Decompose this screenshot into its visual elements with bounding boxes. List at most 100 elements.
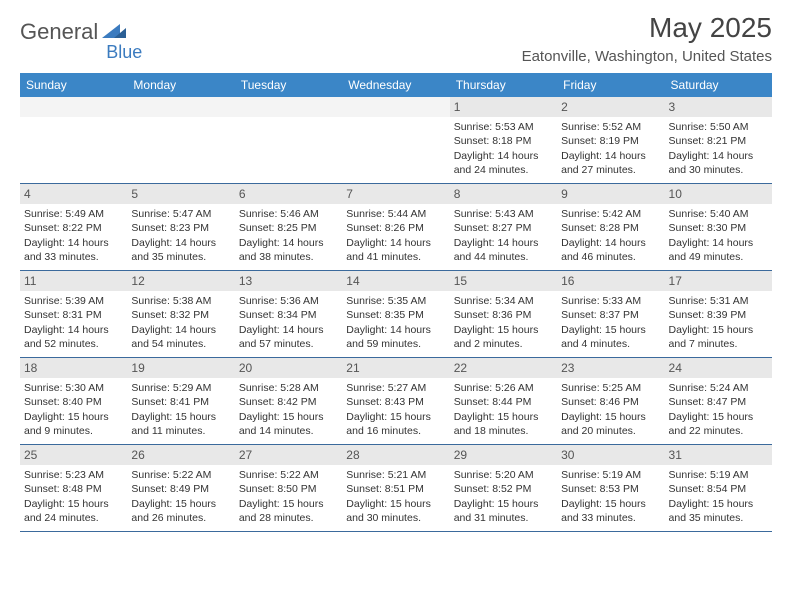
day-cell: 6Sunrise: 5:46 AMSunset: 8:25 PMDaylight… bbox=[235, 184, 342, 270]
sunrise-line: Sunrise: 5:19 AM bbox=[561, 468, 660, 482]
sunset-line: Sunset: 8:54 PM bbox=[669, 482, 768, 496]
sunrise-line: Sunrise: 5:46 AM bbox=[239, 207, 338, 221]
sunrise-line: Sunrise: 5:52 AM bbox=[561, 120, 660, 134]
sunset-line: Sunset: 8:53 PM bbox=[561, 482, 660, 496]
sunrise-line: Sunrise: 5:49 AM bbox=[24, 207, 123, 221]
title-block: May 2025 Eatonville, Washington, United … bbox=[522, 12, 772, 65]
week-row: 25Sunrise: 5:23 AMSunset: 8:48 PMDayligh… bbox=[20, 445, 772, 532]
sunrise-line: Sunrise: 5:33 AM bbox=[561, 294, 660, 308]
daylight-line: Daylight: 15 hours and 11 minutes. bbox=[131, 410, 230, 438]
day-cell bbox=[235, 97, 342, 183]
weekday-header-cell: Wednesday bbox=[342, 73, 449, 97]
weekday-header-row: SundayMondayTuesdayWednesdayThursdayFrid… bbox=[20, 73, 772, 97]
day-number-bar bbox=[127, 97, 234, 117]
day-number: 11 bbox=[20, 271, 127, 291]
weekday-header-cell: Sunday bbox=[20, 73, 127, 97]
day-number: 18 bbox=[20, 358, 127, 378]
sunset-line: Sunset: 8:35 PM bbox=[346, 308, 445, 322]
sunset-line: Sunset: 8:50 PM bbox=[239, 482, 338, 496]
day-cell: 2Sunrise: 5:52 AMSunset: 8:19 PMDaylight… bbox=[557, 97, 664, 183]
day-cell: 20Sunrise: 5:28 AMSunset: 8:42 PMDayligh… bbox=[235, 358, 342, 444]
sunset-line: Sunset: 8:19 PM bbox=[561, 134, 660, 148]
sunrise-line: Sunrise: 5:47 AM bbox=[131, 207, 230, 221]
sunset-line: Sunset: 8:30 PM bbox=[669, 221, 768, 235]
daylight-line: Daylight: 14 hours and 41 minutes. bbox=[346, 236, 445, 264]
daylight-line: Daylight: 15 hours and 7 minutes. bbox=[669, 323, 768, 351]
sunset-line: Sunset: 8:32 PM bbox=[131, 308, 230, 322]
day-cell: 1Sunrise: 5:53 AMSunset: 8:18 PMDaylight… bbox=[450, 97, 557, 183]
day-cell: 8 Sunrise: 5:43 AMSunset: 8:27 PMDaylight… bbox=[450, 184, 557, 270]
sunset-line: Sunset: 8:21 PM bbox=[669, 134, 768, 148]
sunrise-line: Sunrise: 5:44 AM bbox=[346, 207, 445, 221]
sunset-line: Sunset: 8:26 PM bbox=[346, 221, 445, 235]
day-cell: 10 Sunrise: 5:40 AMSunset: 8:30 PMDayligh… bbox=[665, 184, 772, 270]
sunset-line: Sunset: 8:51 PM bbox=[346, 482, 445, 496]
weekday-header-cell: Saturday bbox=[665, 73, 772, 97]
day-number: 9 bbox=[557, 184, 664, 204]
day-cell: 5Sunrise: 5:47 AMSunset: 8:23 PMDaylight… bbox=[127, 184, 234, 270]
sunset-line: Sunset: 8:49 PM bbox=[131, 482, 230, 496]
sunset-line: Sunset: 8:36 PM bbox=[454, 308, 553, 322]
day-number-bar bbox=[342, 97, 449, 117]
weekday-header-cell: Tuesday bbox=[235, 73, 342, 97]
sunrise-line: Sunrise: 5:21 AM bbox=[346, 468, 445, 482]
day-cell: 14Sunrise: 5:35 AMSunset: 8:35 PMDayligh… bbox=[342, 271, 449, 357]
sunset-line: Sunset: 8:25 PM bbox=[239, 221, 338, 235]
daylight-line: Daylight: 14 hours and 57 minutes. bbox=[239, 323, 338, 351]
day-number: 8 bbox=[450, 184, 557, 204]
sunrise-line: Sunrise: 5:43 AM bbox=[454, 207, 553, 221]
daylight-line: Daylight: 15 hours and 33 minutes. bbox=[561, 497, 660, 525]
sunrise-line: Sunrise: 5:30 AM bbox=[24, 381, 123, 395]
day-number: 7 bbox=[342, 184, 449, 204]
day-number: 25 bbox=[20, 445, 127, 465]
day-cell: 21Sunrise: 5:27 AMSunset: 8:43 PMDayligh… bbox=[342, 358, 449, 444]
day-cell: 30 Sunrise: 5:19 AMSunset: 8:53 PMDayligh… bbox=[557, 445, 664, 531]
day-number: 12 bbox=[127, 271, 234, 291]
day-number: 31 bbox=[665, 445, 772, 465]
day-number: 30 bbox=[557, 445, 664, 465]
day-number: 4 bbox=[20, 184, 127, 204]
sunrise-line: Sunrise: 5:29 AM bbox=[131, 381, 230, 395]
sunset-line: Sunset: 8:47 PM bbox=[669, 395, 768, 409]
daylight-line: Daylight: 15 hours and 20 minutes. bbox=[561, 410, 660, 438]
sunset-line: Sunset: 8:27 PM bbox=[454, 221, 553, 235]
day-number: 17 bbox=[665, 271, 772, 291]
daylight-line: Daylight: 14 hours and 52 minutes. bbox=[24, 323, 123, 351]
day-number: 28 bbox=[342, 445, 449, 465]
weekday-header-cell: Thursday bbox=[450, 73, 557, 97]
sunset-line: Sunset: 8:48 PM bbox=[24, 482, 123, 496]
brand-name-2: Blue bbox=[106, 42, 142, 63]
sunrise-line: Sunrise: 5:40 AM bbox=[669, 207, 768, 221]
sunset-line: Sunset: 8:28 PM bbox=[561, 221, 660, 235]
day-number: 10 bbox=[665, 184, 772, 204]
day-number: 19 bbox=[127, 358, 234, 378]
sunset-line: Sunset: 8:37 PM bbox=[561, 308, 660, 322]
daylight-line: Daylight: 14 hours and 49 minutes. bbox=[669, 236, 768, 264]
daylight-line: Daylight: 15 hours and 22 minutes. bbox=[669, 410, 768, 438]
day-cell: 27Sunrise: 5:22 AMSunset: 8:50 PMDayligh… bbox=[235, 445, 342, 531]
sunrise-line: Sunrise: 5:31 AM bbox=[669, 294, 768, 308]
brand-name-1: General bbox=[20, 19, 98, 45]
daylight-line: Daylight: 14 hours and 59 minutes. bbox=[346, 323, 445, 351]
day-cell bbox=[127, 97, 234, 183]
sunset-line: Sunset: 8:43 PM bbox=[346, 395, 445, 409]
day-number: 22 bbox=[450, 358, 557, 378]
day-cell: 13Sunrise: 5:36 AMSunset: 8:34 PMDayligh… bbox=[235, 271, 342, 357]
sunset-line: Sunset: 8:42 PM bbox=[239, 395, 338, 409]
daylight-line: Daylight: 14 hours and 24 minutes. bbox=[454, 149, 553, 177]
daylight-line: Daylight: 14 hours and 33 minutes. bbox=[24, 236, 123, 264]
day-cell: 7 Sunrise: 5:44 AMSunset: 8:26 PMDaylight… bbox=[342, 184, 449, 270]
day-number-bar bbox=[20, 97, 127, 117]
day-number: 24 bbox=[665, 358, 772, 378]
sunset-line: Sunset: 8:18 PM bbox=[454, 134, 553, 148]
day-number: 26 bbox=[127, 445, 234, 465]
day-cell bbox=[342, 97, 449, 183]
day-cell: 3Sunrise: 5:50 AMSunset: 8:21 PMDaylight… bbox=[665, 97, 772, 183]
location-text: Eatonville, Washington, United States bbox=[522, 48, 772, 65]
daylight-line: Daylight: 14 hours and 44 minutes. bbox=[454, 236, 553, 264]
daylight-line: Daylight: 15 hours and 18 minutes. bbox=[454, 410, 553, 438]
day-cell: 15Sunrise: 5:34 AMSunset: 8:36 PMDayligh… bbox=[450, 271, 557, 357]
weekday-header-cell: Friday bbox=[557, 73, 664, 97]
page-header: General Blue May 2025 Eatonville, Washin… bbox=[20, 12, 772, 65]
week-row: 18Sunrise: 5:30 AMSunset: 8:40 PMDayligh… bbox=[20, 358, 772, 445]
